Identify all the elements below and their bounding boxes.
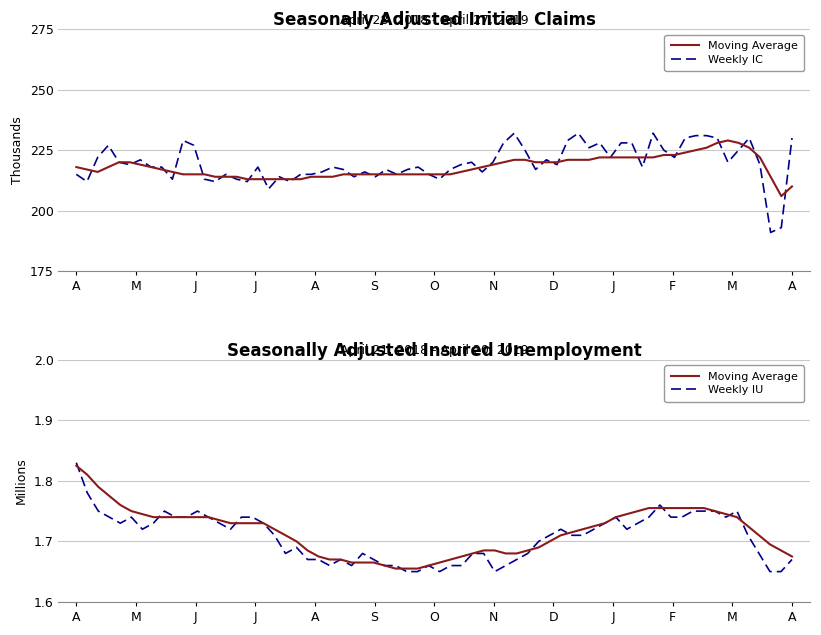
Weekly IU bbox=[126, 513, 136, 521]
Weekly IU bbox=[379, 562, 389, 570]
Weekly IU bbox=[401, 568, 411, 575]
Moving Average bbox=[126, 507, 136, 515]
Weekly IC bbox=[649, 130, 658, 137]
Line: Weekly IC: Weekly IC bbox=[76, 133, 792, 232]
Moving Average bbox=[723, 137, 733, 144]
Text: April 21, 2018 - April 20, 2019: April 21, 2018 - April 20, 2019 bbox=[340, 344, 529, 358]
Legend: Moving Average, Weekly IU: Moving Average, Weekly IU bbox=[664, 365, 805, 402]
Moving Average bbox=[787, 183, 797, 190]
Weekly IC bbox=[562, 137, 572, 144]
Title: Seasonally Adjusted Initial  Claims: Seasonally Adjusted Initial Claims bbox=[273, 11, 595, 29]
Line: Weekly IU: Weekly IU bbox=[76, 463, 792, 572]
Moving Average bbox=[743, 523, 753, 530]
Moving Average bbox=[71, 163, 81, 171]
Moving Average bbox=[391, 565, 401, 572]
Text: April 28, 2018 - April 27, 2019: April 28, 2018 - April 27, 2019 bbox=[340, 14, 529, 27]
Moving Average bbox=[248, 519, 258, 527]
Weekly IC bbox=[713, 134, 722, 142]
Y-axis label: Millions: Millions bbox=[15, 457, 28, 504]
Weekly IU bbox=[787, 556, 797, 563]
Moving Average bbox=[702, 144, 712, 152]
Weekly IC bbox=[734, 146, 744, 154]
Weekly IC bbox=[787, 134, 797, 142]
Weekly IU bbox=[644, 513, 654, 521]
Weekly IC bbox=[71, 171, 81, 178]
Y-axis label: Thousands: Thousands bbox=[11, 116, 24, 184]
Line: Moving Average: Moving Average bbox=[76, 465, 792, 568]
Title: Seasonally Adjusted Insured Unemployment: Seasonally Adjusted Insured Unemployment bbox=[227, 342, 641, 360]
Moving Average bbox=[734, 139, 744, 147]
Moving Average bbox=[71, 462, 81, 469]
Weekly IU bbox=[743, 531, 753, 539]
Weekly IC bbox=[594, 139, 604, 147]
Weekly IC bbox=[723, 158, 733, 166]
Moving Average bbox=[379, 562, 389, 570]
Moving Average bbox=[777, 192, 787, 200]
Moving Average bbox=[552, 158, 562, 166]
Moving Average bbox=[713, 139, 722, 147]
Weekly IC bbox=[509, 130, 519, 137]
Moving Average bbox=[787, 552, 797, 560]
Weekly IU bbox=[71, 459, 81, 467]
Weekly IC bbox=[766, 229, 776, 236]
Moving Average bbox=[644, 504, 654, 512]
Weekly IU bbox=[291, 544, 301, 551]
Weekly IU bbox=[248, 513, 258, 521]
Moving Average bbox=[291, 538, 301, 545]
Moving Average bbox=[638, 154, 648, 161]
Legend: Moving Average, Weekly IC: Moving Average, Weekly IC bbox=[664, 35, 805, 71]
Line: Moving Average: Moving Average bbox=[76, 140, 792, 196]
Moving Average bbox=[584, 156, 594, 164]
